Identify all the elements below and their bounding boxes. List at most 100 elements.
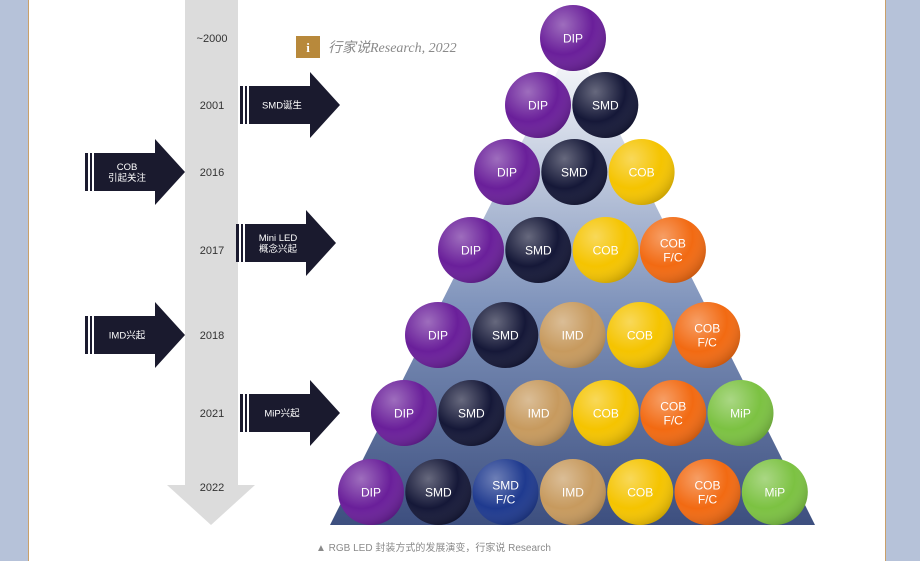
event-arrow-stripe [245, 86, 247, 124]
package-ball-label: DIP [461, 244, 481, 258]
package-ball-label: F/C [698, 336, 718, 350]
event-arrow: IMD兴起 [85, 302, 185, 368]
package-ball-mip: MiP [707, 380, 774, 446]
package-ball-label: SMD [492, 479, 519, 493]
package-ball-shading [438, 380, 505, 446]
package-ball-shading [707, 380, 774, 446]
package-ball-dip: DIP [474, 139, 540, 205]
package-ball-shading [405, 302, 471, 368]
brand-text: 行家说Research, 2022 [328, 40, 457, 56]
package-ball-dip: DIP [505, 72, 571, 138]
package-ball-label: SMD [425, 486, 452, 500]
package-ball-smd: SMD [505, 217, 572, 283]
event-arrow-body [245, 210, 336, 276]
event-arrow: MiP兴起 [240, 380, 340, 446]
package-ball-smd: SMD [472, 302, 539, 368]
package-ball-shading [741, 459, 808, 525]
timeline-arrow [167, 0, 255, 525]
timeline-year: 2022 [200, 482, 224, 494]
package-ball-smd: SMD [572, 72, 639, 138]
package-ball-label: MiP [730, 407, 751, 421]
timeline-year: ~2000 [197, 33, 228, 45]
package-ball-shading [606, 302, 673, 368]
package-ball-label: COB [627, 486, 653, 500]
package-ball-shading [607, 459, 674, 525]
package-ball-shading [539, 302, 606, 368]
pyramid-background [330, 40, 815, 525]
package-ball-label: COB [627, 329, 653, 343]
caption: ▲ RGB LED 封装方式的发展演变，行家说 Research [316, 541, 551, 554]
package-ball-label: MiP [764, 486, 785, 500]
brand-logo-mark [296, 36, 320, 58]
package-ball-label: SMD [561, 166, 588, 180]
package-ball-cob: COB [572, 380, 639, 446]
timeline-year: 2001 [200, 100, 224, 112]
package-ball-shading [405, 459, 472, 525]
package-ball-shading [472, 459, 539, 525]
package-ball-shading [540, 5, 606, 71]
event-label: COB [117, 162, 138, 173]
package-ball-label: SMD [492, 329, 519, 343]
package-ball-label: IMD [562, 486, 584, 500]
package-ball-label: F/C [496, 493, 516, 507]
package-ball-mip: MiP [741, 459, 808, 525]
event-label: SMD诞生 [262, 100, 303, 112]
package-ball-label: COB [694, 322, 720, 336]
package-ball-dip: DIP [338, 459, 404, 525]
timeline-year: 2016 [200, 167, 224, 179]
package-ball-shading [438, 217, 504, 283]
event-arrow-body [94, 139, 185, 205]
package-ball-label: DIP [528, 99, 548, 113]
package-ball-label: DIP [497, 166, 517, 180]
package-ball-dip: DIP [540, 5, 606, 71]
timeline-year: 2017 [200, 245, 224, 257]
package-ball-label: SMD [592, 99, 619, 113]
event-arrow-stripe [241, 224, 243, 262]
package-ball-label: SMD [525, 244, 552, 258]
event-arrow-stripe [240, 86, 243, 124]
event-arrow-stripe [236, 224, 239, 262]
package-ball-label: F/C [664, 414, 684, 428]
package-ball-smd: SMD [438, 380, 505, 446]
package-ball-label: COB [660, 237, 686, 251]
event-label: 引起关注 [108, 172, 147, 184]
package-ball-shading [541, 139, 608, 205]
package-ball-label: DIP [394, 407, 414, 421]
brand-logo-letter: i [306, 40, 310, 55]
package-ball-label: COB [593, 407, 619, 421]
event-arrow-stripe [85, 153, 88, 191]
timeline-year: 2021 [200, 408, 224, 420]
package-ball-shading [639, 217, 706, 283]
event-label: 概念兴起 [259, 243, 298, 255]
package-ball-label: SMD [458, 407, 485, 421]
timeline-year: 2018 [200, 330, 224, 342]
package-ball-shading [472, 302, 539, 368]
package-ball-shading [474, 139, 540, 205]
package-ball-label: IMD [528, 407, 550, 421]
package-ball-label: COB [694, 479, 720, 493]
package-ball-shading [572, 72, 639, 138]
package-ball-shading [505, 217, 572, 283]
package-ball-label: F/C [663, 251, 683, 265]
package-ball-smd: SMD [405, 459, 472, 525]
package-ball-imd: IMD [539, 459, 606, 525]
package-ball-shading [505, 380, 572, 446]
package-ball-shading [674, 459, 741, 525]
package-ball-shading [539, 459, 606, 525]
event-arrow-stripe [240, 394, 243, 432]
package-ball-label: IMD [562, 329, 584, 343]
package-ball-cob: COB [606, 302, 673, 368]
brand-logo: i 行家说Research, 2022 [296, 36, 457, 58]
package-ball-label: DIP [428, 329, 448, 343]
package-ball-label: COB [660, 400, 686, 414]
event-label: Mini LED [259, 233, 298, 244]
package-ball-label: COB [593, 244, 619, 258]
